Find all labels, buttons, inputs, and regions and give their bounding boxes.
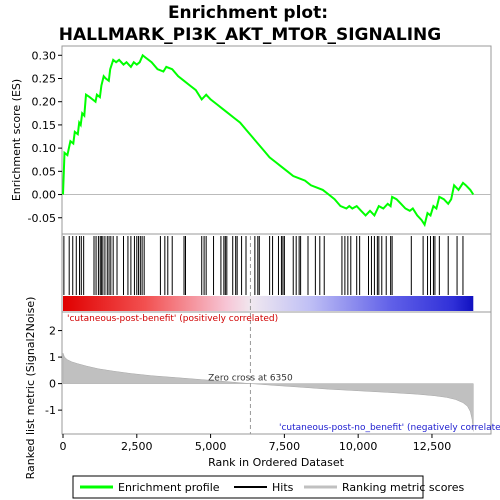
es-ytick-label: -0.05 [28, 212, 56, 225]
x-tick-label: 0 [60, 440, 67, 453]
x-axis-label: Rank in Ordered Dataset [208, 456, 345, 469]
es-ytick-label: 0.15 [32, 119, 57, 132]
x-tick-label: 7,500 [269, 440, 301, 453]
metric-ytick-label: 2 [49, 325, 56, 338]
ranking-metric-area [62, 353, 474, 432]
x-tick-label: 10,000 [339, 440, 378, 453]
chart-title-line2: HALLMARK_PI3K_AKT_MTOR_SIGNALING [59, 25, 441, 45]
es-panel-frame [61, 45, 492, 235]
x-tick-label: 5,000 [195, 440, 227, 453]
legend-label-hits: Hits [272, 481, 294, 494]
legend-label-enrichment: Enrichment profile [118, 481, 220, 494]
negative-class-label: 'cutaneous-post-no_benefit' (negatively … [279, 423, 500, 433]
chart-title-line1: Enrichment plot: [168, 3, 328, 23]
enrichment-profile-line [62, 53, 475, 228]
es-y-axis-label: Enrichment score (ES) [10, 79, 23, 201]
es-ytick-label: 0.25 [32, 72, 57, 85]
es-ytick-label: 0.20 [32, 96, 57, 109]
legend: Enrichment profile Hits Ranking metric s… [72, 475, 464, 499]
metric-ytick-label: 1 [49, 351, 56, 364]
metric-ytick-label: -1 [45, 404, 56, 417]
metric-panel-frame [61, 311, 492, 435]
metric-ytick-label: 0 [49, 378, 56, 391]
x-tick-label: 2,500 [121, 440, 153, 453]
x-tick-label: 12,500 [413, 440, 452, 453]
rank-color-bar [63, 296, 474, 311]
es-ytick-label: 0.05 [32, 165, 57, 178]
es-ytick-label: 0.30 [32, 49, 57, 62]
legend-label-metric: Ranking metric scores [342, 481, 464, 494]
x-axis: 0 2,500 5,000 7,500 10,000 12,500 [60, 434, 452, 453]
zero-cross-label: Zero cross at 6350 [208, 374, 293, 384]
positive-class-label: 'cutaneous-post-benefit' (positively cor… [67, 314, 278, 324]
es-ytick-label: 0.00 [32, 189, 57, 202]
es-panel: -0.05 0.00 0.05 0.10 0.15 0.20 0.25 0.30 Enrich… [10, 45, 492, 235]
metric-y-axis-label: Ranked list metric (Signal2Noise) [24, 297, 37, 480]
hits-panel [61, 233, 492, 313]
es-ytick-label: 0.10 [32, 142, 57, 155]
metric-panel: -1 0 1 2 Zero cross at 6350 'cutaneous-post… [24, 236, 500, 479]
